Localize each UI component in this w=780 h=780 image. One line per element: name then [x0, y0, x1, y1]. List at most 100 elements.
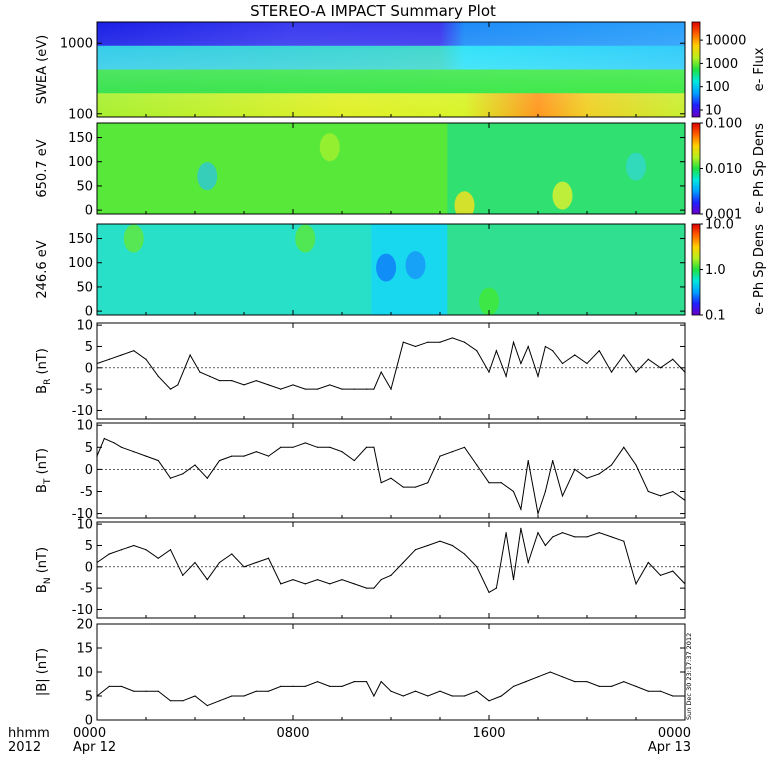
x-tick-label: 0800: [276, 726, 309, 741]
data-point: [280, 388, 282, 390]
data-point: [561, 495, 564, 497]
colorbar-label: e- Flux: [752, 47, 767, 91]
data-point: [527, 561, 529, 564]
data-point: [659, 495, 662, 497]
y-axis-label: 650.7 eV: [35, 139, 50, 197]
data-point: [206, 477, 208, 479]
y-tick-label: 0: [85, 714, 93, 729]
data-point: [292, 384, 294, 386]
data-point: [476, 690, 478, 692]
data-point: [647, 690, 649, 692]
data-point: [169, 388, 172, 390]
y-tick-label: 100: [68, 107, 93, 122]
data-point: [427, 341, 429, 343]
panel-1: 1000 100 SWEA (eV): [35, 21, 686, 122]
colorbar-label: e- Ph Sp Dens: [752, 224, 767, 315]
y-tick-label: 150: [68, 232, 93, 247]
data-point: [304, 442, 306, 444]
data-point: [280, 685, 282, 688]
data-point: [520, 362, 522, 365]
feature: [626, 152, 646, 181]
data-point: [267, 690, 270, 692]
data-point: [390, 690, 392, 692]
data-point: [544, 544, 546, 547]
data-point: [182, 473, 184, 475]
y-axis-label: SWEA (eV): [35, 35, 50, 104]
data-point: [500, 695, 502, 697]
panel-6: 10 5 0 -5 -10 BN (nT): [35, 518, 686, 619]
data-point: [206, 705, 208, 707]
data-point: [133, 544, 135, 547]
data-point: [169, 477, 172, 479]
data-point: [463, 446, 466, 448]
data-point: [218, 700, 221, 702]
x-tick-label: 1600: [472, 726, 505, 741]
data-point: [145, 455, 147, 457]
colorbars: 10000 1000 100 10 e- Flux 0.100 0.010 0.001 e- P…: [691, 21, 767, 324]
data-point: [495, 350, 497, 352]
panel-2: 150 100 50 0 650.7 eV: [35, 122, 686, 219]
data-point: [527, 459, 529, 462]
data-point: [231, 695, 233, 697]
data-point: [544, 345, 546, 348]
data-point: [598, 350, 600, 352]
data-point: [647, 490, 649, 493]
data-point: [380, 579, 382, 581]
data-point: [463, 695, 466, 697]
data-point: [427, 544, 429, 547]
data-point: [439, 341, 441, 343]
panel-5: 10 5 0 -5 -10 BT (nT): [35, 419, 686, 522]
data-point: [341, 388, 343, 390]
data-point: [520, 527, 522, 530]
data-point: [182, 700, 184, 702]
y-axis-label: BR (nT): [35, 348, 53, 394]
data-point: [488, 591, 490, 594]
data-point: [635, 685, 637, 688]
colorbar-tick-label: 1000: [705, 57, 738, 72]
data-point: [365, 587, 368, 589]
data-point: [610, 464, 613, 466]
x-date-start: Apr 12: [73, 740, 116, 755]
data-point: [316, 579, 319, 581]
data-point: [169, 549, 172, 551]
data-point: [544, 490, 546, 493]
y-tick-label: 10: [76, 518, 93, 533]
data-point: [427, 695, 429, 697]
y-tick-label: 5: [85, 539, 93, 554]
data-point: [402, 486, 404, 488]
y-tick-label: 50: [76, 179, 93, 194]
data-point: [402, 695, 404, 697]
data-point: [231, 380, 233, 382]
data-point: [243, 695, 245, 697]
colorbar-label: e- Ph Sp Dens: [752, 123, 767, 214]
data-point: [243, 384, 245, 386]
data-point: [255, 561, 257, 564]
data-point: [512, 579, 515, 581]
feature: [405, 251, 426, 280]
data-point: [512, 490, 515, 493]
data-point: [267, 384, 270, 386]
data-point: [194, 695, 196, 697]
data-point: [512, 685, 515, 688]
y-tick-label: 0: [85, 361, 93, 376]
data-point: [341, 579, 343, 581]
y-tick-label: 20: [76, 618, 93, 633]
data-point: [537, 512, 539, 515]
data-point: [373, 587, 375, 589]
panel-frame: [96, 623, 686, 721]
colorbar-3: 10.0 1.0 0.1 e- Ph Sp Dens: [691, 218, 767, 324]
y-tick-label: 5: [85, 340, 93, 355]
trace-R: [96, 337, 686, 391]
colorbar-gradient: [691, 122, 701, 215]
data-point: [113, 442, 115, 444]
data-point: [439, 540, 441, 542]
data-point: [182, 574, 184, 576]
data-point: [623, 354, 625, 356]
data-point: [329, 685, 331, 688]
data-point: [189, 354, 191, 356]
colorbar-gradient: [691, 223, 701, 316]
data-point: [574, 468, 576, 470]
data-point: [365, 388, 368, 390]
data-point: [169, 700, 172, 702]
data-point: [145, 549, 147, 551]
